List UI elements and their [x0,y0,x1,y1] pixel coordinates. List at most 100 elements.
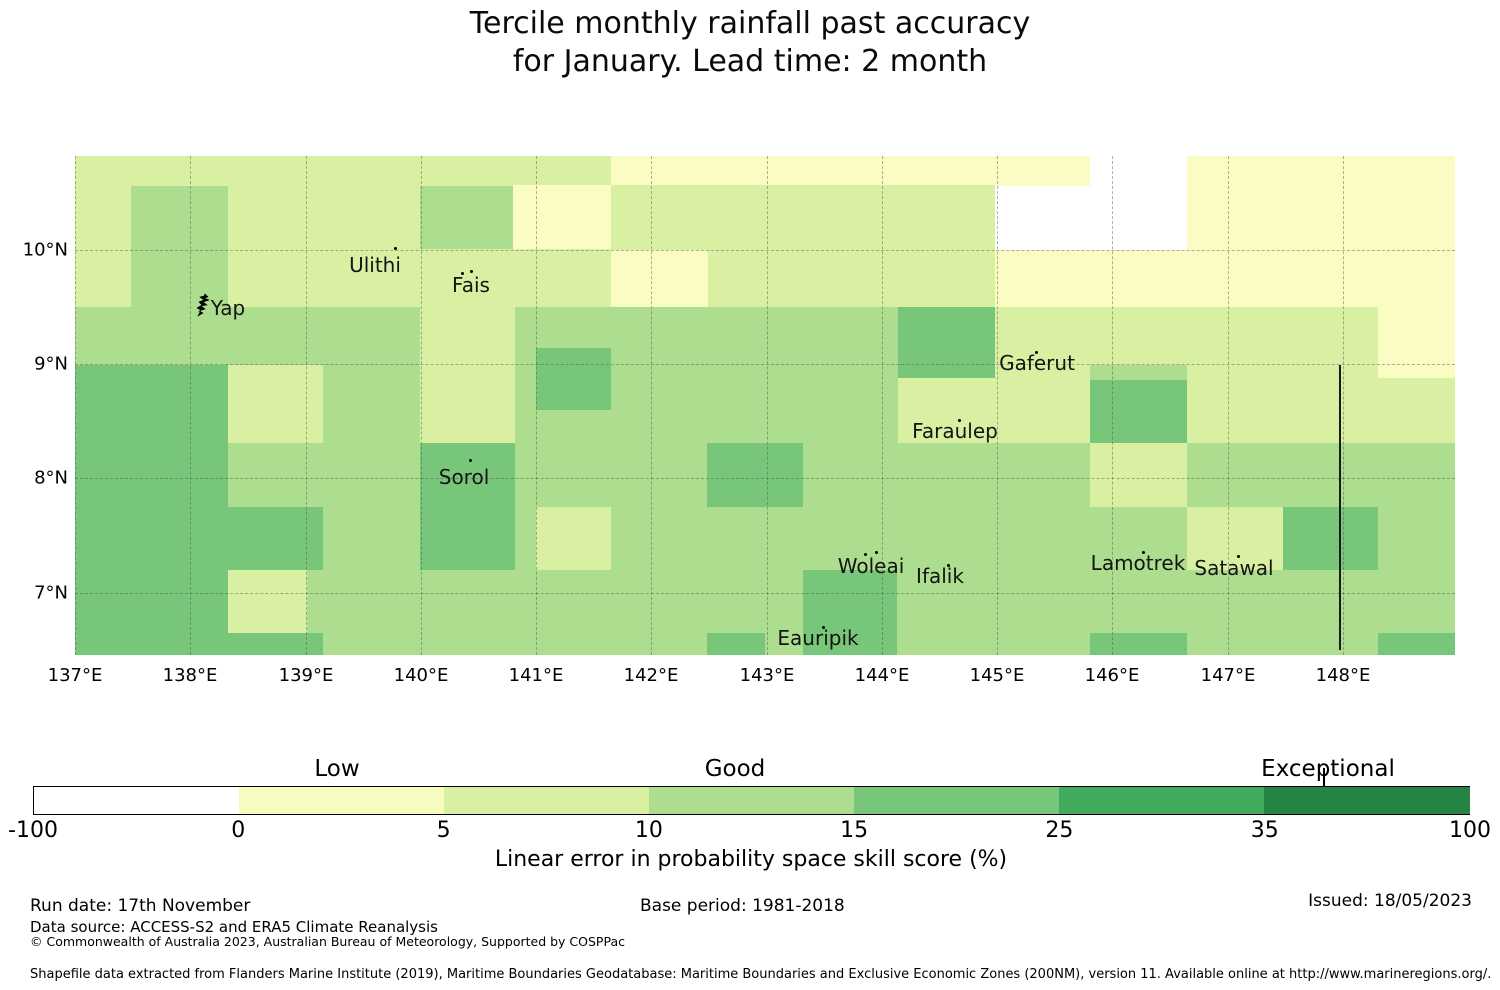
map-cell [1090,633,1187,655]
y-axis-tick-label: 9°N [34,353,68,375]
map-cell [803,570,897,655]
x-axis-tick-label: 147°E [1200,665,1256,686]
colorbar-tick-label: 25 [1045,818,1074,843]
x-axis-tick-label: 142°E [623,665,679,686]
colorbar [33,786,1470,815]
map-cell [1090,443,1187,507]
colorbar-segment [1264,787,1470,814]
map-cell [131,186,228,307]
map-cell [1378,307,1455,378]
colorbar-axis-label: Linear error in probability space skill … [494,847,1008,872]
map-cell [228,186,420,307]
x-axis-tick-label: 139°E [278,665,334,686]
footer-issued: Issued: 18/05/2023 [1308,891,1472,911]
map-cell [708,250,995,307]
island-marker-dot [469,459,472,462]
colorbar-region-label-low: Low [314,756,360,782]
island-marker-dot [875,551,878,554]
colorbar-tick-label: 5 [436,818,451,843]
x-axis-tick-label: 144°E [854,665,910,686]
gridline-vertical [1343,156,1344,655]
map-cell [1187,507,1283,570]
map-cell [75,365,228,655]
gridline-vertical [75,156,76,655]
colorbar-tick-label: 15 [840,818,869,843]
x-axis-tick-label: 141°E [508,665,564,686]
island-marker-dot [822,626,825,629]
colorbar-tick-label: 100 [1449,818,1491,843]
gridline-vertical [190,156,191,655]
colorbar-segment [34,787,240,814]
colorbar-tick-label: 35 [1250,818,1279,843]
colorbar-region-label-exceptional: Exceptional [1261,756,1395,782]
map-cell [1378,633,1455,655]
gridline-vertical [882,156,883,655]
gridline-horizontal [75,593,1455,594]
map-cell [995,250,1455,307]
y-axis-tick-label: 10°N [22,239,68,261]
map-cell [228,507,323,570]
gridline-vertical [1228,156,1229,655]
map-cell [1378,378,1455,443]
island-label-lamotrek: Lamotrek [1090,551,1186,575]
colorbar-tick-label: 0 [231,818,246,843]
map-cell [420,443,515,570]
colorbar-tick-label: 10 [634,818,663,843]
map-cell [228,365,323,443]
x-axis-tick-label: 140°E [393,665,449,686]
x-axis-tick-label: 138°E [162,665,218,686]
x-axis-tick-label: 137°E [47,665,103,686]
map-cell [75,156,611,186]
island-label-faraulep: Faraulep [912,419,998,443]
y-axis-tick-label: 8°N [34,467,68,489]
island-label-gaferut: Gaferut [999,351,1075,375]
colorbar-segment [239,787,445,814]
island-marker-dot [1035,351,1038,354]
island-marker-dot [394,247,397,250]
island-marker-dot [461,272,464,275]
gridline-vertical [1112,156,1113,655]
island-label-sorol: Sorol [438,465,490,489]
colorbar-segment [649,787,855,814]
colorbar-stray-tick [1323,768,1325,786]
map-cell [1187,156,1455,250]
map-cell [707,443,803,507]
gridline-vertical [306,156,307,655]
island-marker-dot [864,553,867,556]
island-label-ifalik: Ifalik [916,564,964,588]
map-cell [1090,380,1187,443]
colorbar-tick-label: -100 [8,818,58,843]
x-axis-tick-label: 145°E [969,665,1025,686]
gridline-vertical [767,156,768,655]
yap-island-outline-icon [196,293,213,321]
colorbar-segment [1059,787,1265,814]
map-cell [995,365,1090,443]
map-cell [75,633,190,655]
map-cell [75,186,131,307]
map-cell [420,249,611,307]
gridline-horizontal [75,364,1455,365]
map-cell [420,186,515,249]
map-cell [1187,365,1378,443]
island-label-satawal: Satawal [1194,556,1274,580]
island-marker-dot [947,564,950,567]
colorbar-segment [854,787,1060,814]
map-cell [611,156,1090,186]
map-cell [1283,507,1378,570]
island-marker-dot [1142,551,1145,554]
gridline-vertical [651,156,652,655]
gridline-vertical [997,156,998,655]
x-axis-tick-label: 143°E [739,665,795,686]
footer-run-date: Run date: 17th November [30,896,251,916]
chart-title-line2: for January. Lead time: 2 month [512,44,988,79]
island-marker-dot [958,419,961,422]
map-cell [995,307,1378,365]
footer-shapefile: Shapefile data extracted from Flanders M… [30,967,1492,982]
island-label-fais: Fais [452,273,490,297]
map-cell [513,185,611,250]
map-cell [611,185,995,250]
